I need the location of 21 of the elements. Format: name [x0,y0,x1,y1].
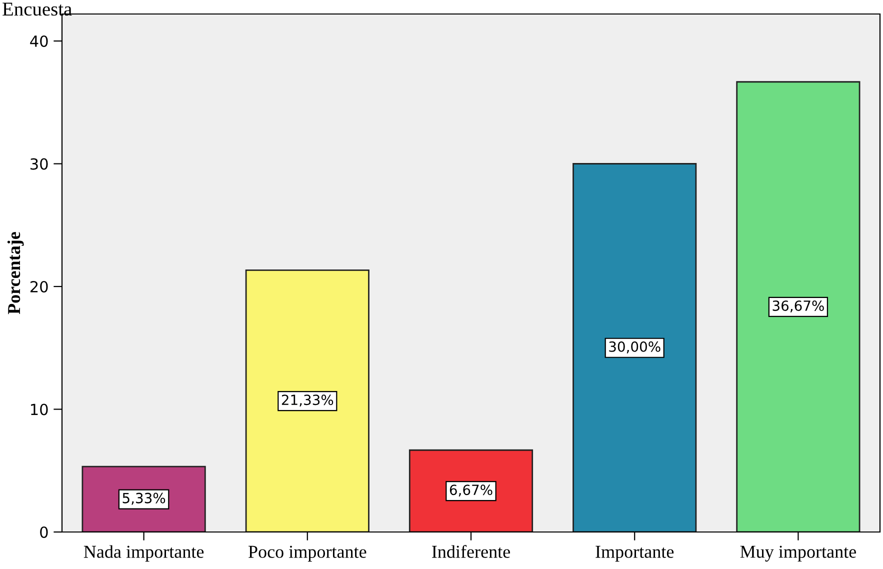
data-label: 5,33% [122,492,166,505]
bar [572,163,697,532]
y-tick-label: 40 [30,35,48,48]
y-tick-label: 30 [30,158,48,170]
bar [408,449,534,532]
x-tick-label: Muy importante [740,546,856,562]
x-tick-label: Importante [596,546,674,562]
data-label: 30,00% [609,341,660,354]
data-label: 36,67% [772,300,824,312]
data-label: 21,33% [282,394,334,407]
bar [736,81,860,532]
chart-title: Encuesta [2,2,72,16]
y-axis-title: Porcentaje [7,232,24,314]
data-label: 6,67% [450,484,492,497]
y-tick-label: 10 [31,404,48,416]
bar [245,269,370,532]
y-tick-label: 20 [30,280,48,293]
x-tick-label: Nada importante [84,545,204,562]
x-tick-label: Poco importante [248,546,366,562]
y-tick-label: 0 [40,526,48,538]
x-tick-label: Indiferente [432,545,510,558]
